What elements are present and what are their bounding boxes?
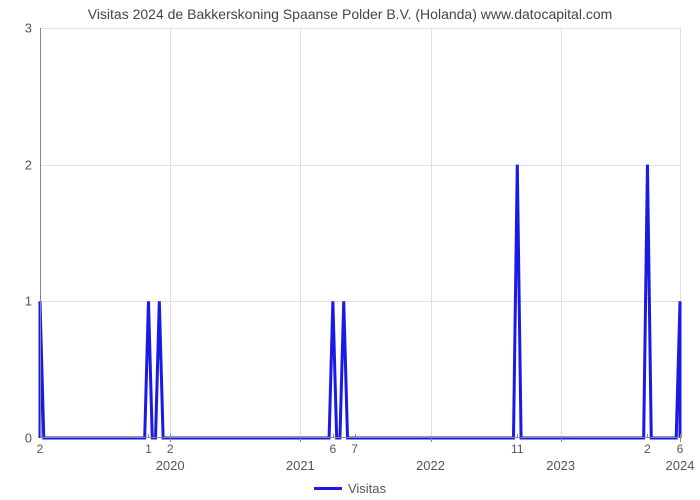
plot-area: 0123 20202021202220232024 212671126 [40, 28, 680, 438]
line-series [40, 28, 680, 438]
y-axis [40, 28, 41, 438]
x-tick-year-label: 2024 [666, 458, 695, 473]
x-tick-value-label: 1 [145, 442, 152, 456]
x-tick-value [647, 434, 648, 438]
x-tick-value-label: 2 [37, 442, 44, 456]
line-chart: Visitas 2024 de Bakkerskoning Spaanse Po… [0, 0, 700, 500]
y-tick-label: 1 [25, 294, 32, 309]
x-tick-value-label: 2 [644, 442, 651, 456]
x-tick-value [355, 434, 356, 438]
y-tick-label: 0 [25, 431, 32, 446]
y-tick-label: 3 [25, 21, 32, 36]
x-tick-year-label: 2022 [416, 458, 445, 473]
x-tick-value-label: 7 [351, 442, 358, 456]
x-tick-year [431, 438, 432, 442]
legend: Visitas [0, 480, 700, 496]
x-tick-value-label: 6 [677, 442, 684, 456]
x-tick-year-label: 2023 [546, 458, 575, 473]
x-tick-value [170, 434, 171, 438]
x-tick-year [561, 438, 562, 442]
legend-swatch [314, 487, 342, 490]
x-tick-value-label: 11 [511, 442, 523, 456]
x-axis [40, 437, 680, 438]
x-tick-year-label: 2020 [156, 458, 185, 473]
x-tick-value [680, 434, 681, 438]
chart-title: Visitas 2024 de Bakkerskoning Spaanse Po… [0, 6, 700, 22]
y-tick-label: 2 [25, 157, 32, 172]
x-tick-value-label: 2 [167, 442, 174, 456]
x-tick-value [517, 434, 518, 438]
x-tick-year [300, 438, 301, 442]
x-tick-value [148, 434, 149, 438]
x-tick-value-label: 6 [330, 442, 337, 456]
x-tick-year-label: 2021 [286, 458, 315, 473]
x-tick-value [40, 434, 41, 438]
x-tick-value [333, 434, 334, 438]
legend-label: Visitas [348, 481, 386, 496]
